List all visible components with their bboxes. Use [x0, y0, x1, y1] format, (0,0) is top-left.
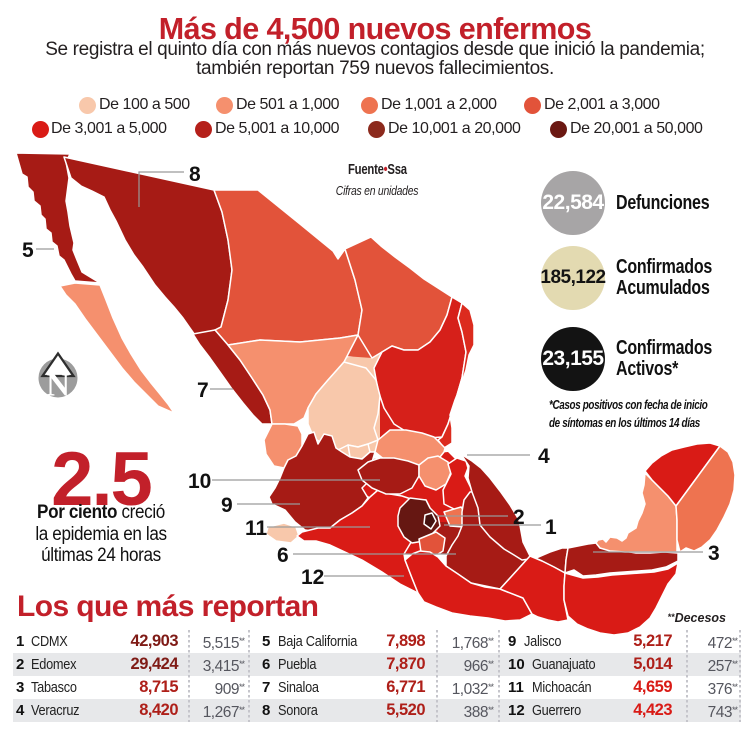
svg-text:2: 2: [513, 506, 525, 529]
svg-text:N: N: [46, 368, 70, 404]
svg-text:10: 10: [188, 470, 211, 493]
svg-text:9: 9: [221, 494, 233, 517]
svg-text:6: 6: [277, 544, 289, 567]
svg-text:7: 7: [197, 379, 209, 402]
svg-text:4: 4: [538, 445, 550, 468]
svg-text:5: 5: [22, 239, 34, 262]
svg-text:11: 11: [245, 517, 268, 540]
svg-text:3: 3: [708, 542, 720, 565]
svg-text:8: 8: [189, 163, 201, 186]
svg-text:1: 1: [545, 516, 557, 539]
svg-text:12: 12: [301, 566, 324, 589]
